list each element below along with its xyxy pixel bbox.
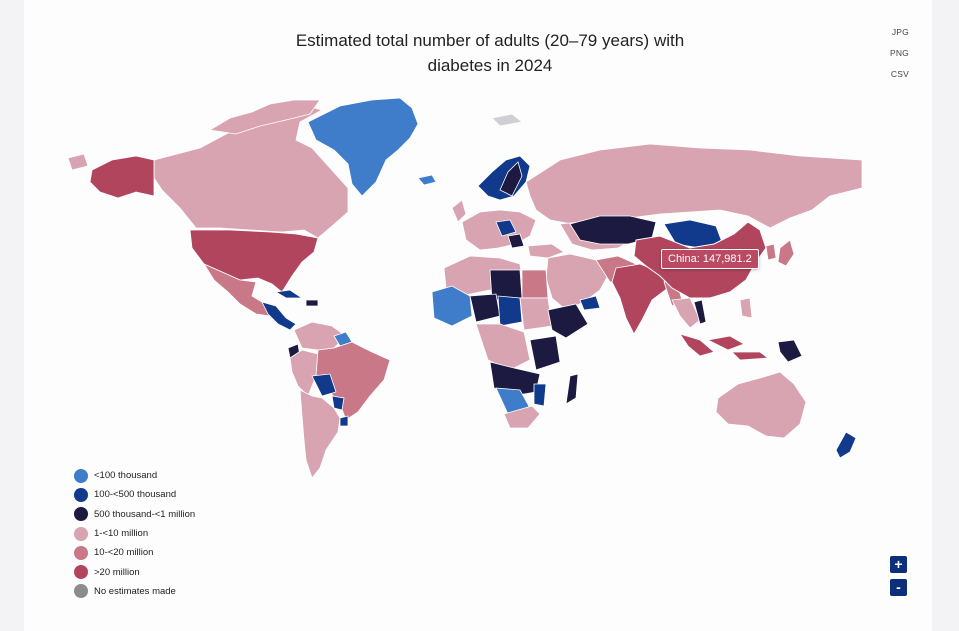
legend-swatch	[74, 584, 88, 599]
zoom-in-button[interactable]: +	[890, 556, 907, 573]
country-korea[interactable]	[765, 243, 777, 261]
legend-swatch	[74, 526, 88, 541]
country-russia[interactable]	[525, 143, 863, 229]
country-ethiopia[interactable]	[547, 303, 589, 339]
legend-swatch	[74, 565, 88, 580]
country-egypt[interactable]	[521, 269, 549, 299]
country-southeast-asia[interactable]	[671, 297, 701, 329]
country-central-america[interactable]	[261, 301, 297, 331]
map-legend: <100 thousand 100-<500 thousand 500 thou…	[74, 466, 195, 601]
legend-item-1m-10m[interactable]: 1-<10 million	[74, 524, 195, 543]
country-scandinavia[interactable]	[477, 155, 531, 201]
legend-label: 500 thousand-<1 million	[94, 508, 196, 520]
legend-swatch	[74, 545, 88, 560]
country-png[interactable]	[777, 339, 803, 363]
country-cuba[interactable]	[274, 289, 304, 299]
legend-item-lt100k[interactable]: <100 thousand	[74, 466, 195, 485]
legend-item-10m-20m[interactable]: 10-<20 million	[74, 543, 195, 562]
country-tooltip: China: 147,981.2	[661, 249, 759, 269]
country-sahel[interactable]	[469, 293, 501, 323]
country-paraguay[interactable]	[331, 395, 345, 411]
country-russia-east[interactable]	[67, 153, 89, 171]
country-philippines[interactable]	[739, 297, 753, 319]
legend-label: <100 thousand	[94, 470, 158, 482]
map-title-line-1: Estimated total number of adults (20–79 …	[295, 31, 685, 50]
legend-item-gt20m[interactable]: >20 million	[74, 562, 195, 581]
country-vietnam[interactable]	[693, 299, 707, 325]
country-south-africa[interactable]	[503, 405, 541, 429]
legend-swatch	[74, 487, 88, 502]
country-hispaniola[interactable]	[305, 299, 319, 307]
country-indonesia[interactable]	[679, 333, 770, 361]
country-yemen-oman[interactable]	[579, 295, 601, 311]
country-alaska[interactable]	[89, 155, 155, 199]
country-uruguay[interactable]	[339, 415, 349, 427]
country-uk[interactable]	[451, 199, 467, 223]
legend-label: >20 million	[94, 566, 140, 578]
country-east-africa[interactable]	[529, 335, 561, 371]
country-bolivia[interactable]	[311, 373, 337, 397]
country-peru[interactable]	[289, 349, 319, 397]
country-europe-central[interactable]	[495, 219, 517, 237]
country-balkans[interactable]	[507, 233, 525, 249]
legend-label: 10-<20 million	[94, 547, 154, 559]
country-turkey[interactable]	[527, 243, 565, 259]
export-png-button[interactable]: PNG	[889, 48, 909, 58]
export-csv-button[interactable]: CSV	[890, 69, 909, 79]
country-middle-east[interactable]	[545, 253, 611, 311]
legend-label: 1-<10 million	[94, 528, 149, 540]
legend-label: 100-<500 thousand	[94, 489, 177, 501]
legend-item-100k-500k[interactable]: 100-<500 thousand	[74, 485, 195, 504]
country-australia[interactable]	[715, 371, 807, 439]
country-svalbard[interactable]	[491, 113, 523, 127]
legend-item-no-estimates[interactable]: No estimates made	[74, 582, 195, 601]
country-iceland[interactable]	[417, 174, 437, 186]
legend-item-500k-1m[interactable]: 500 thousand-<1 million	[74, 505, 195, 524]
country-madagascar[interactable]	[565, 373, 579, 405]
export-jpg-button[interactable]: JPG	[891, 27, 909, 37]
legend-swatch	[74, 507, 88, 522]
country-west-africa[interactable]	[431, 285, 473, 327]
country-argentina-chile[interactable]	[299, 389, 341, 479]
country-norway[interactable]	[499, 161, 523, 197]
country-mozambique[interactable]	[533, 383, 547, 407]
country-greenland[interactable]	[307, 97, 419, 197]
country-new-zealand[interactable]	[835, 431, 857, 459]
zoom-out-button[interactable]: -	[890, 579, 907, 596]
legend-label: No estimates made	[94, 585, 176, 597]
country-japan[interactable]	[777, 239, 795, 267]
country-canada-islands[interactable]	[208, 99, 321, 135]
map-title-line-2: diabetes in 2024	[427, 56, 553, 75]
map-title: Estimated total number of adults (20–79 …	[190, 28, 790, 78]
country-nigeria-niger[interactable]	[497, 295, 523, 327]
country-sudan[interactable]	[519, 297, 553, 331]
legend-swatch	[74, 468, 88, 483]
country-central-africa[interactable]	[475, 323, 531, 371]
